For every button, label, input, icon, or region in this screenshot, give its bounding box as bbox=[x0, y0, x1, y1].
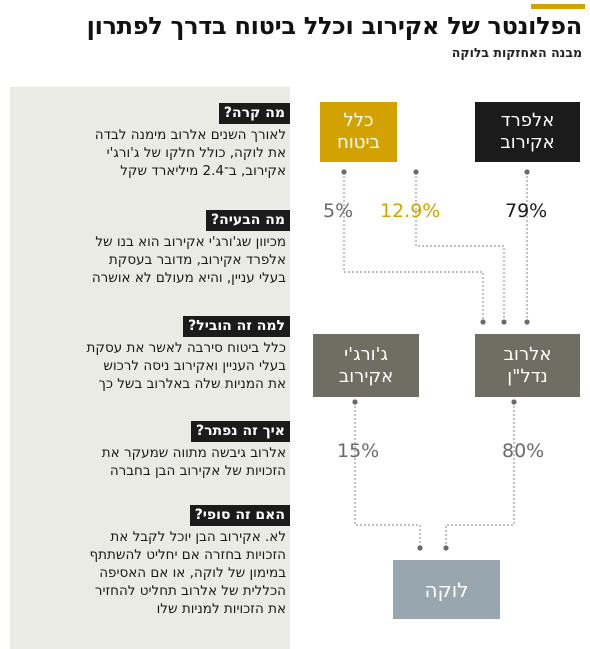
dot-alrov-c bbox=[480, 319, 486, 325]
qa-block-what-happened: מה קרה? לאורך השנים אלרוב מימנה לבדה את ל… bbox=[18, 102, 290, 180]
title-accent-bar bbox=[531, 4, 585, 9]
qa-block-how-solved: איך זה נפתר? אלרוב גיבשה מתווה שמעקר את ה… bbox=[18, 420, 290, 480]
qa-block-what-led: למה זה הוביל? כלל ביטוח סירבה לאשר את עס… bbox=[18, 315, 290, 393]
node-alfred-akirov: אלפרד אקירוב bbox=[475, 102, 580, 162]
answer-text: לאורך השנים אלרוב מימנה לבדה את לוקה, כול… bbox=[94, 127, 286, 179]
question-label: מה הבעיה? bbox=[206, 210, 290, 231]
node-george-akirov: ג'ורג'י אקירוב bbox=[313, 334, 419, 397]
dot-other bbox=[341, 169, 347, 175]
dot-luke-b bbox=[417, 545, 423, 551]
pct-clal-to-alrov: 12.9% bbox=[380, 200, 441, 222]
pct-alfred-to-alrov: 79% bbox=[505, 200, 548, 222]
qa-panel bbox=[10, 87, 290, 649]
answer-text: אלרוב גיבשה מתווה שמעקר את הזכויות של אקי… bbox=[101, 445, 286, 479]
dot-alrov-bottom bbox=[511, 399, 517, 405]
page-title: הפלונטר של אקירוב וכלל ביטוח בדרך לפתרון bbox=[86, 12, 583, 40]
question-label: האם זה סופי? bbox=[189, 505, 290, 526]
answer-text: לא. אקירוב הבן יוכל לקבל את הזכויות בחזרה… bbox=[89, 529, 287, 617]
dot-alrov-b bbox=[501, 319, 507, 325]
dot-luke-a bbox=[443, 545, 449, 551]
connector-alrov-to-luke bbox=[445, 402, 515, 548]
answer-text: מכיוון שג'ורג'י אקירוב הוא בנו של אלפרד א… bbox=[91, 234, 286, 286]
question-label: למה זה הוביל? bbox=[183, 316, 290, 337]
qa-block-is-final: האם זה סופי? לא. אקירוב הבן יוכל לקבל את… bbox=[18, 504, 290, 618]
pct-alrov-to-luke: 80% bbox=[502, 440, 545, 462]
connector-clal-to-alrov bbox=[415, 172, 505, 322]
pct-george-to-luke: 15% bbox=[337, 440, 380, 462]
dot-george-bottom bbox=[352, 399, 358, 405]
connector-other-to-alrov bbox=[343, 172, 484, 322]
node-clal-insurance: כלל ביטוח bbox=[320, 102, 397, 162]
page-subtitle: מבנה האחזקות בלוקה bbox=[451, 45, 582, 60]
dot-clal bbox=[413, 169, 419, 175]
answer-text: כלל ביטוח סירבה לאשר את עסקת בעלי העניין … bbox=[86, 340, 286, 392]
node-alrov-real-estate: אלרוב נדל"ן bbox=[475, 334, 580, 397]
dot-alrov-a bbox=[524, 319, 530, 325]
question-label: מה קרה? bbox=[218, 103, 290, 124]
pct-other-to-alrov: 5% bbox=[323, 200, 354, 222]
dot-alfred bbox=[524, 169, 530, 175]
node-luke: לוקה bbox=[393, 560, 500, 619]
connector-george-to-luke bbox=[354, 402, 421, 548]
qa-block-what-problem: מה הבעיה? מכיוון שג'ורג'י אקירוב הוא בנו… bbox=[18, 209, 290, 287]
question-label: איך זה נפתר? bbox=[190, 421, 290, 442]
